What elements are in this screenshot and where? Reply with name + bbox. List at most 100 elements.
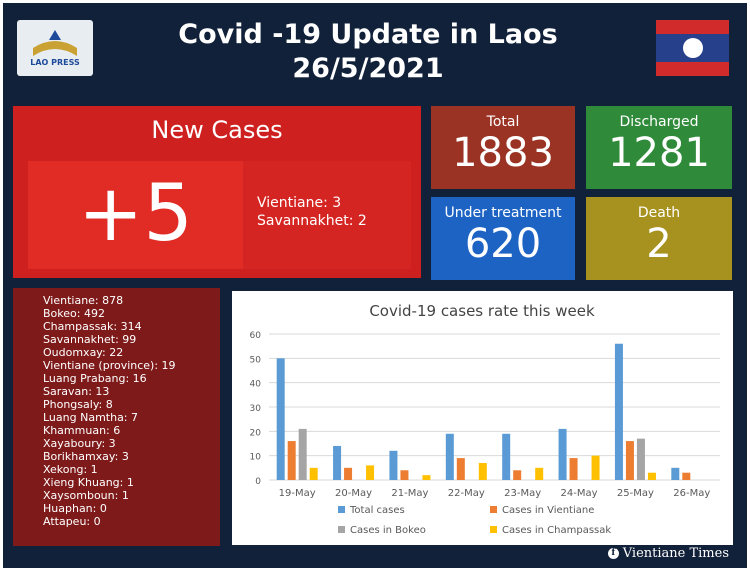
total-card: Total 1883: [431, 106, 575, 189]
province-item: Luang Namtha: 7: [43, 411, 139, 424]
bar: [625, 441, 634, 480]
facebook-icon: f: [607, 548, 619, 559]
province-item: Saravan: 13: [43, 385, 110, 398]
total-value: 1883: [452, 130, 554, 176]
infographic: LAO PRESS Covid -19 Update in Laos 26/5/…: [3, 3, 747, 568]
province-item: Xaysomboun: 1: [43, 489, 129, 502]
province-item: Phongsaly: 8: [43, 398, 113, 411]
bar: [513, 470, 522, 480]
bar: [422, 475, 431, 480]
bar: [614, 343, 623, 480]
x-tick-label: 26-May: [673, 488, 710, 499]
legend-swatch: [490, 506, 497, 513]
legend-label: Cases in Champassak: [502, 525, 611, 536]
y-tick-label: 30: [250, 404, 262, 414]
x-tick-label: 19-May: [279, 488, 316, 499]
x-tick-label: 21-May: [391, 488, 428, 499]
x-tick-label: 23-May: [504, 488, 541, 499]
y-tick-label: 10: [250, 453, 262, 463]
bar: [400, 470, 409, 480]
total-label: Total: [486, 114, 520, 130]
chart-svg: 0 10 20 30 40 50 60 19-May 20-May 21-May 22-May 23-…: [250, 302, 720, 536]
y-tick-label: 50: [250, 355, 262, 365]
page-date: 26/5/2021: [292, 53, 444, 84]
province-item: Huaphan: 0: [43, 502, 107, 515]
bar: [682, 472, 691, 480]
legend-swatch: [338, 526, 345, 533]
bar: [298, 428, 307, 480]
province-item: Bokeo: 492: [43, 307, 105, 320]
y-tick-label: 20: [250, 428, 262, 438]
bar: [333, 445, 342, 480]
bar: [569, 458, 578, 480]
legend-label: Cases in Vientiane: [502, 505, 594, 516]
legend-swatch: [490, 526, 497, 533]
new-cases-title: New Cases: [151, 116, 283, 144]
province-item: Xayaboury: 3: [43, 437, 116, 450]
logo-text: LAO PRESS: [30, 58, 80, 67]
legend-swatch: [338, 506, 345, 513]
y-tick-label: 40: [250, 380, 262, 390]
province-item: Champassak: 314: [43, 320, 142, 333]
x-tick-label: 25-May: [617, 488, 654, 499]
province-item: Oudomxay: 22: [43, 346, 124, 359]
new-cases-savannakhet: Savannakhet: 2: [257, 213, 367, 229]
discharged-card: Discharged 1281: [586, 106, 732, 189]
bar: [287, 441, 296, 480]
bar: [456, 458, 465, 480]
bar: [671, 467, 680, 480]
province-item: Borikhamxay: 3: [43, 450, 129, 463]
footer-source-text: Vientiane Times: [622, 546, 729, 561]
province-item: Attapeu: 0: [43, 515, 101, 528]
bar: [389, 450, 398, 480]
death-card: Death 2: [586, 197, 732, 280]
bar: [309, 467, 318, 480]
flag-white-disc: [683, 38, 703, 58]
bar: [445, 433, 454, 480]
new-cases-count-box: +5: [28, 161, 243, 269]
bar: [558, 428, 567, 480]
bar: [591, 455, 600, 480]
bar: [636, 438, 645, 480]
laos-flag-icon: [656, 20, 729, 76]
bar: [478, 462, 487, 480]
new-cases-panel: New Cases +5 Vientiane: 3 Savannakhet: 2: [13, 106, 421, 278]
new-cases-vientiane: Vientiane: 3: [257, 195, 342, 211]
x-tick-label: 22-May: [448, 488, 485, 499]
bar: [344, 467, 353, 480]
bar: [366, 465, 375, 480]
x-tick-label: 20-May: [335, 488, 372, 499]
province-item: Xieng Khuang: 1: [43, 476, 134, 489]
bar: [535, 467, 544, 480]
y-tick-label: 60: [250, 331, 262, 341]
province-item: Khammuan: 6: [43, 424, 121, 437]
discharged-value: 1281: [608, 130, 710, 176]
province-item: Xekong: 1: [43, 463, 98, 476]
province-item: Vientiane (province): 19: [43, 359, 176, 372]
discharged-label: Discharged: [619, 114, 699, 130]
weekly-cases-chart: 0 10 20 30 40 50 60 19-May 20-May 21-May 22-May 23-…: [232, 291, 733, 545]
province-item: Savannakhet: 99: [43, 333, 137, 346]
province-list: Vientiane: 878 Bokeo: 492 Champassak: 31…: [13, 288, 220, 546]
under-treatment-label: Under treatment: [444, 205, 562, 221]
province-item: Vientiane: 878: [43, 294, 124, 307]
bar: [276, 358, 285, 480]
under-treatment-value: 620: [464, 221, 542, 267]
death-label: Death: [637, 205, 681, 221]
legend-label: Cases in Bokeo: [350, 525, 426, 536]
bar: [502, 433, 511, 480]
legend-label: Total cases: [349, 505, 405, 516]
death-value: 2: [646, 221, 672, 267]
under-treatment-card: Under treatment 620: [431, 197, 575, 280]
y-tick-label: 0: [255, 477, 261, 487]
bar: [647, 472, 656, 480]
chart-title: Covid-19 cases rate this week: [369, 302, 595, 320]
page-title: Covid -19 Update in Laos: [178, 19, 558, 50]
new-cases-breakdown: Vientiane: 3 Savannakhet: 2: [243, 161, 411, 269]
lao-press-logo: LAO PRESS: [17, 20, 93, 76]
new-cases-count: +5: [78, 169, 193, 259]
province-item: Luang Prabang: 16: [43, 372, 147, 385]
footer-source: f Vientiane Times: [607, 546, 729, 561]
book-icon: [33, 30, 77, 56]
x-tick-label: 24-May: [561, 488, 598, 499]
